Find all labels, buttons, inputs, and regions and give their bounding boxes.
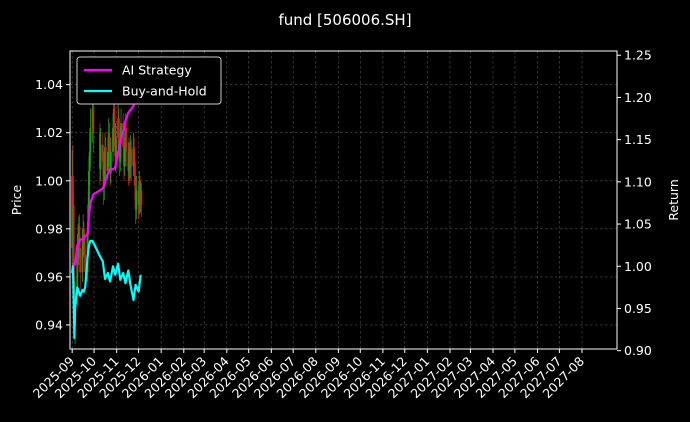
candle-body: [123, 147, 126, 167]
candle-body: [88, 151, 91, 172]
chart-title: fund [506006.SH]: [278, 11, 411, 29]
candle-body: [108, 132, 111, 152]
candle-body: [81, 248, 84, 273]
y-tick-label-left: 1.00: [35, 173, 63, 188]
candle-body: [103, 166, 106, 188]
candle-body: [79, 248, 82, 273]
y-tick-label-left: 0.96: [35, 269, 63, 284]
x-axis: 2025-092025-102025-112025-122026-012026-…: [30, 349, 587, 401]
y-axis-label-right: Return: [666, 179, 681, 220]
candle-body: [71, 175, 74, 249]
candle-body: [107, 151, 109, 172]
candle-body: [92, 108, 95, 133]
right-y-axis: 0.90 0.95 1.00 1.05 1.10 1.15 1.20 1.25: [617, 48, 652, 358]
y-tick-label-left: 0.98: [35, 221, 63, 236]
series-line-buy-and-hold: [71, 239, 142, 340]
candle-body: [88, 171, 90, 205]
legend-box: [76, 56, 222, 105]
candle-body: [101, 144, 104, 162]
legend: AI Strategy Buy-and-Hold: [76, 56, 222, 105]
candle-body: [130, 149, 133, 167]
legend-label-ai-strategy: AI Strategy: [122, 63, 192, 78]
candle-body: [115, 137, 117, 157]
y-tick-label-right: 1.15: [624, 132, 652, 147]
y-tick-label-right: 1.25: [624, 48, 652, 63]
plot-area-frame: [69, 50, 618, 350]
y-tick-label-right: 1.05: [624, 217, 652, 232]
candle-body: [117, 118, 120, 143]
y-tick-label-left: 1.02: [35, 125, 63, 140]
series-lines: [71, 60, 142, 340]
candle-body: [134, 161, 136, 186]
candle-body: [84, 255, 87, 273]
y-tick-label-right: 1.20: [624, 90, 652, 105]
candle-body: [140, 190, 143, 205]
candle-body: [83, 240, 86, 256]
series-line-ai-strategy: [71, 60, 142, 273]
candle-body: [99, 144, 102, 169]
candle-body: [119, 142, 122, 162]
legend-label-buy-and-hold: Buy-and-Hold: [122, 84, 207, 99]
candle-body: [133, 147, 136, 162]
y-tick-label-right: 0.95: [624, 301, 652, 316]
candle-body: [109, 151, 112, 174]
y-tick-label-left: 1.04: [35, 77, 63, 92]
y-tick-label-right: 0.90: [624, 343, 652, 358]
candle-body: [122, 123, 125, 148]
candle-body: [72, 175, 74, 205]
left-y-axis: 0.94 0.96 0.98 1.00 1.02 1.04: [35, 77, 70, 332]
y-tick-label-right: 1.10: [624, 174, 652, 189]
candle-body: [112, 127, 114, 152]
candle-body: [120, 123, 122, 143]
candle-body: [135, 190, 138, 210]
candle-body: [76, 248, 79, 297]
y-axis-label-left: Price: [9, 184, 24, 215]
candle-body: [89, 127, 92, 152]
y-tick-label-right: 1.00: [624, 259, 652, 274]
candle-body: [82, 228, 85, 241]
y-tick-label-left: 0.94: [35, 317, 63, 332]
candle-body: [72, 204, 75, 277]
candle-body: [78, 226, 81, 249]
candle-body: [125, 127, 128, 152]
candle-body: [104, 147, 107, 172]
candle-body: [113, 108, 116, 133]
